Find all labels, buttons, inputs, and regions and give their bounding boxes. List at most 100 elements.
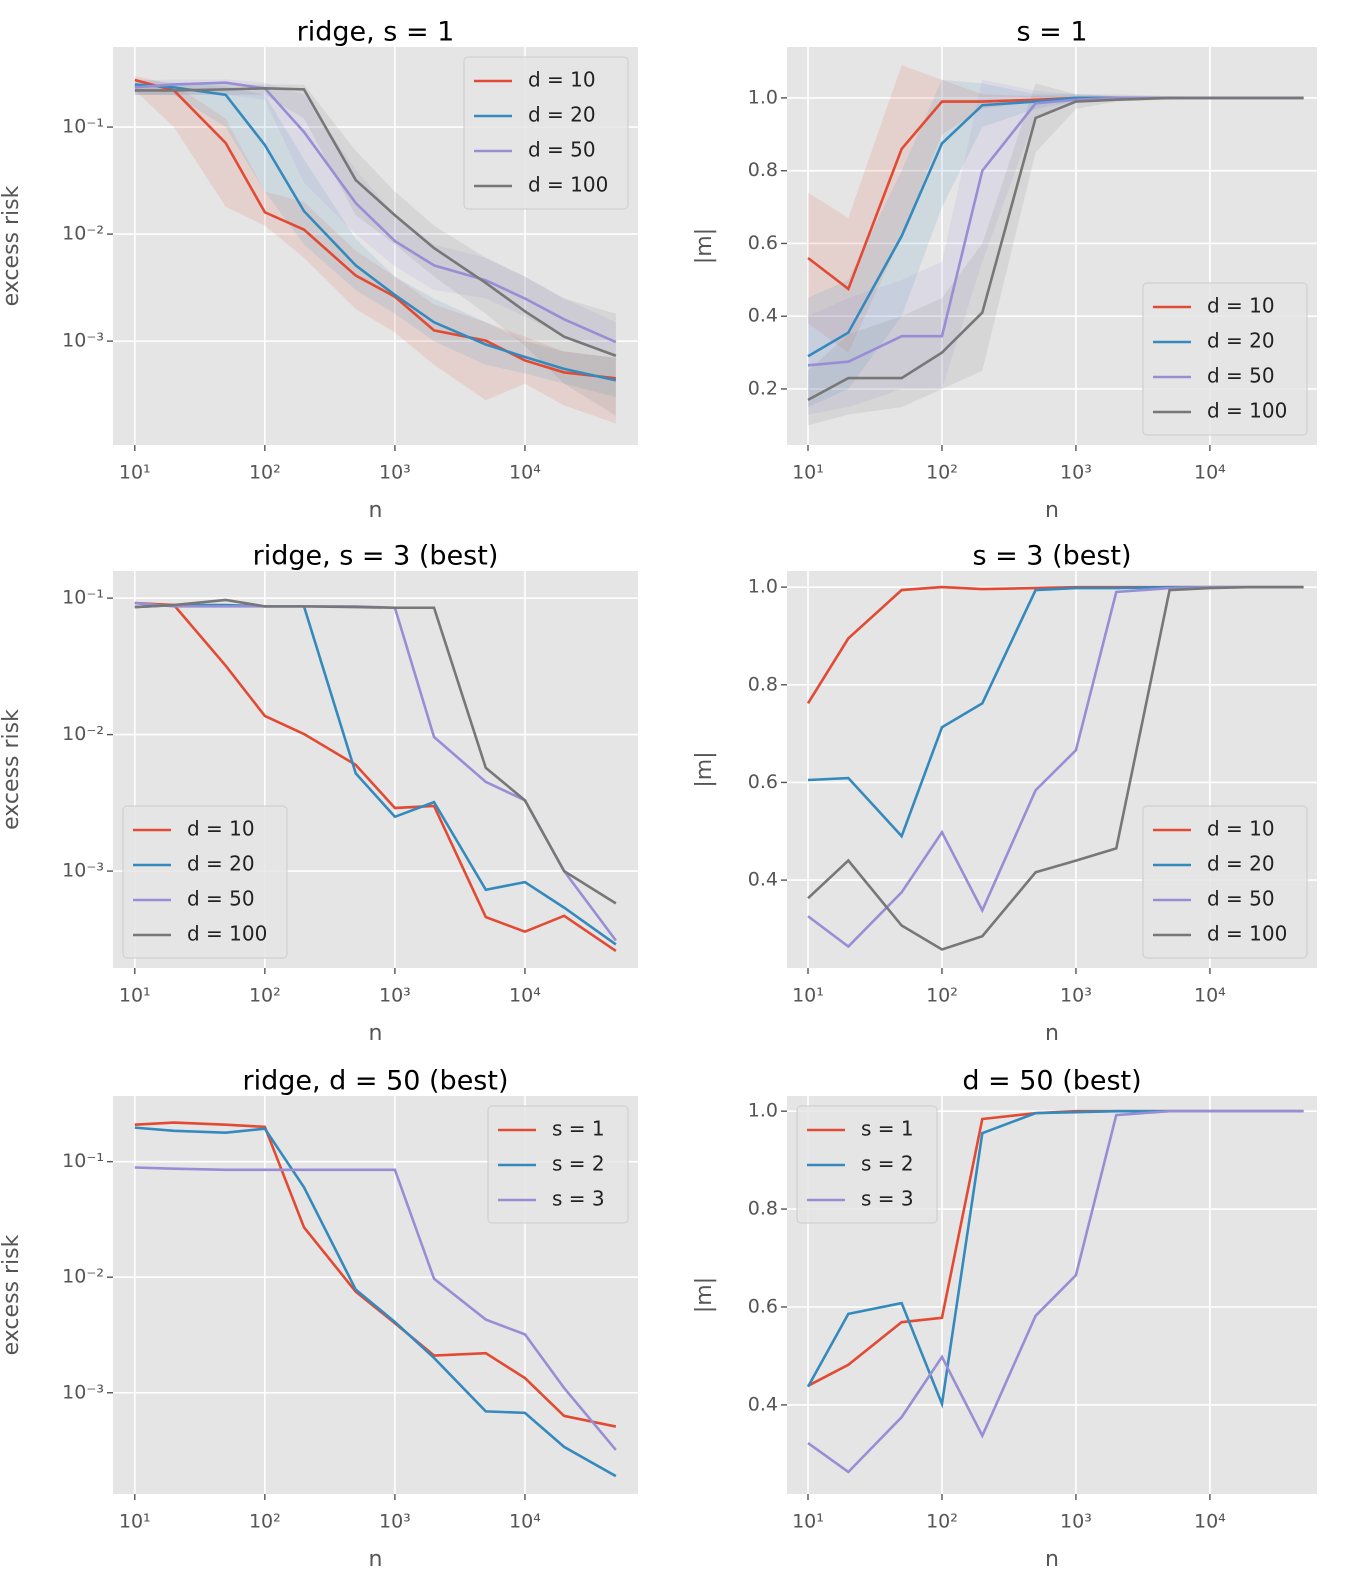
x-axis-label: n — [369, 1021, 383, 1046]
legend-label: s = 1 — [552, 1117, 605, 1141]
data-line — [807, 96, 1304, 402]
data-line — [134, 78, 617, 380]
y-axis-label: |m| — [692, 228, 717, 264]
chart-title: ridge, s = 1 — [297, 17, 455, 48]
data-line — [807, 1109, 1304, 1474]
chart-title: s = 3 (best) — [972, 541, 1131, 572]
x-tick-label: 10⁴ — [509, 462, 541, 484]
confidence-band — [134, 79, 616, 398]
data-line — [134, 1166, 617, 1451]
chart-title: s = 1 — [1016, 17, 1087, 48]
y-axis-label: excess risk — [0, 709, 24, 830]
y-tick-label: 1.0 — [748, 1100, 778, 1122]
data-line — [134, 1126, 617, 1478]
data-line — [134, 603, 617, 946]
data-line — [134, 87, 617, 357]
x-tick-label: 10² — [926, 985, 958, 1007]
legend — [487, 1105, 629, 1224]
data-line — [134, 601, 617, 953]
x-axis-label: n — [1045, 498, 1059, 523]
chart-title: ridge, s = 3 (best) — [253, 541, 499, 572]
y-tick-label: 0.8 — [748, 673, 778, 695]
y-tick-label: 1.0 — [748, 86, 778, 108]
confidence-band — [808, 79, 1304, 408]
y-tick-label: 0.8 — [748, 1198, 778, 1220]
legend — [1142, 805, 1308, 959]
x-axis-label: n — [1045, 1021, 1059, 1046]
legend-label: d = 50 — [187, 887, 255, 911]
y-tick-label: 10⁻³ — [62, 330, 104, 352]
x-tick-label: 10¹ — [119, 462, 151, 484]
x-tick-label: 10² — [926, 1511, 958, 1533]
y-axis-label: excess risk — [0, 185, 24, 306]
x-tick-label: 10¹ — [792, 462, 824, 484]
confidence-band — [808, 79, 1304, 415]
y-tick-label: 0.8 — [748, 159, 778, 181]
legend-label: d = 20 — [1207, 329, 1275, 353]
data-line — [134, 83, 617, 382]
y-tick-label: 10⁻¹ — [62, 587, 104, 609]
x-tick-label: 10⁴ — [509, 1511, 541, 1533]
x-tick-label: 10³ — [379, 985, 411, 1007]
x-tick-label: 10¹ — [119, 985, 151, 1007]
legend-label: s = 2 — [861, 1152, 914, 1176]
legend-label: d = 50 — [1207, 364, 1275, 388]
y-tick-label: 0.6 — [748, 771, 778, 793]
x-axis-label: n — [369, 498, 383, 523]
x-tick-label: 10⁴ — [1194, 985, 1226, 1007]
x-tick-label: 10¹ — [119, 1511, 151, 1533]
legend-label: s = 1 — [861, 1117, 914, 1141]
legend-label: d = 100 — [1207, 399, 1287, 423]
legend-label: d = 50 — [1207, 887, 1275, 911]
legend-label: d = 10 — [187, 817, 255, 841]
x-axis-label: n — [369, 1547, 383, 1572]
legend-label: d = 100 — [1207, 922, 1287, 946]
x-tick-label: 10⁴ — [1194, 462, 1226, 484]
y-tick-label: 1.0 — [748, 576, 778, 598]
y-tick-label: 10⁻² — [62, 223, 104, 245]
x-tick-label: 10² — [249, 1511, 281, 1533]
chart-title: d = 50 (best) — [962, 1066, 1141, 1097]
legend-label: d = 20 — [187, 852, 255, 876]
y-tick-label: 0.4 — [748, 305, 778, 327]
legend-label: d = 20 — [528, 103, 596, 127]
data-line — [807, 585, 1304, 951]
legend — [122, 805, 288, 959]
y-tick-label: 10⁻¹ — [62, 116, 104, 138]
x-tick-label: 10² — [249, 985, 281, 1007]
legend-label: s = 3 — [552, 1187, 605, 1211]
x-tick-label: 10² — [249, 462, 281, 484]
y-tick-label: 0.4 — [748, 869, 778, 891]
confidence-band — [134, 76, 616, 424]
x-tick-label: 10³ — [1060, 985, 1092, 1007]
confidence-band — [808, 65, 1304, 353]
legend-label: d = 10 — [1207, 294, 1275, 318]
x-tick-label: 10³ — [379, 1511, 411, 1533]
x-tick-label: 10³ — [1060, 1511, 1092, 1533]
x-tick-label: 10³ — [1060, 462, 1092, 484]
y-tick-label: 10⁻³ — [62, 860, 104, 882]
y-tick-label: 0.6 — [748, 1295, 778, 1317]
legend — [796, 1105, 938, 1224]
x-tick-label: 10¹ — [792, 985, 824, 1007]
legend — [463, 56, 629, 210]
x-axis-label: n — [1045, 1547, 1059, 1572]
y-tick-label: 10⁻² — [62, 723, 104, 745]
legend-label: d = 100 — [528, 173, 608, 197]
data-line — [134, 598, 617, 905]
x-tick-label: 10⁴ — [509, 985, 541, 1007]
y-axis-label: |m| — [692, 1277, 717, 1313]
confidence-band — [134, 79, 616, 358]
y-tick-label: 10⁻¹ — [62, 1150, 104, 1172]
legend-label: d = 10 — [528, 68, 596, 92]
y-tick-label: 10⁻³ — [62, 1381, 104, 1403]
chart-title: ridge, d = 50 (best) — [243, 1066, 509, 1097]
x-tick-label: 10⁴ — [1194, 1511, 1226, 1533]
y-tick-label: 0.4 — [748, 1393, 778, 1415]
legend-label: d = 20 — [1207, 852, 1275, 876]
x-tick-label: 10¹ — [792, 1511, 824, 1533]
y-tick-label: 10⁻² — [62, 1266, 104, 1288]
legend-label: d = 100 — [187, 922, 267, 946]
x-tick-label: 10² — [926, 462, 958, 484]
